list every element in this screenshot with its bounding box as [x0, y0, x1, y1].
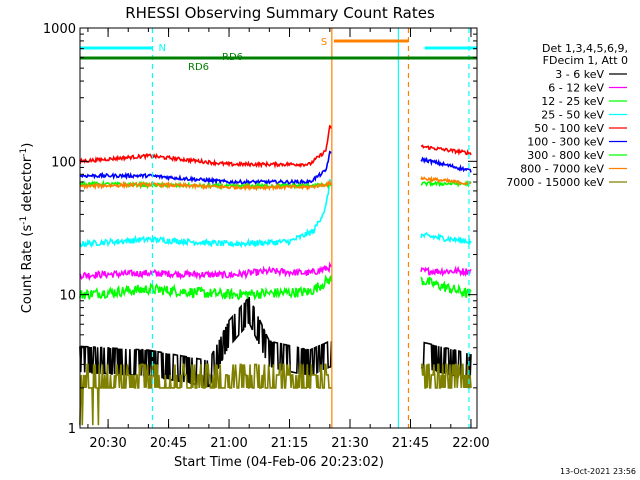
legend-label: 300 - 800 keV — [527, 149, 604, 162]
legend-label: 800 - 7000 keV — [520, 163, 604, 176]
legend-header-line-2: FDecim 1, Att 0 — [543, 54, 628, 67]
flag-label-rd6: RD6 — [222, 52, 243, 63]
tick-layer: 1 10 100 1000 20:30 20:45 21:00 21:15 21:30 21:45… — [43, 22, 490, 451]
marker-layer — [151, 28, 470, 428]
legend-label: 25 - 50 keV — [541, 109, 604, 122]
x-tick-label: 21:45 — [392, 436, 429, 451]
legend-label: 100 - 300 keV — [527, 136, 604, 149]
legend-label: 12 - 25 keV — [541, 95, 604, 108]
timestamp: 13-Oct-2021 23:56 — [560, 467, 636, 476]
series-12-25-kev — [79, 274, 472, 301]
x-tick-label: 20:45 — [150, 436, 187, 451]
plot-frame — [79, 27, 478, 429]
chart-title: RHESSI Observing Summary Count Rates — [125, 4, 435, 22]
y-axis-label: Count Rate (s-1 detector-1) — [19, 143, 35, 314]
legend: Det 1,3,4,5,6,9, FDecim 1, Att 0 3 - 6 k… — [506, 42, 628, 189]
series-line — [79, 261, 472, 282]
legend-label: 6 - 12 keV — [548, 82, 604, 95]
flag-label-s: S — [321, 37, 327, 48]
series-line — [79, 150, 472, 187]
series-line — [79, 363, 472, 426]
legend-label: 7000 - 15000 keV — [506, 176, 604, 189]
y-tick-label: 100 — [51, 155, 76, 170]
series-line — [79, 274, 472, 301]
series-6-12-kev — [79, 261, 472, 282]
legend-header-line-1: Det 1,3,4,5,6,9, — [542, 42, 628, 55]
x-tick-label: 22:00 — [452, 436, 489, 451]
y-tick-label: 10 — [59, 289, 76, 304]
series-100-300-kev — [79, 150, 472, 187]
flag-layer: N S RD6 RD6 — [80, 37, 477, 73]
series-800-7000-kev — [79, 175, 472, 192]
y-tick-label: 1000 — [43, 22, 76, 37]
x-tick-label: 21:00 — [210, 436, 247, 451]
y-tick-label: 1 — [68, 422, 76, 437]
series-layer — [79, 124, 472, 426]
x-axis-label: Start Time (04-Feb-06 20:23:02) — [174, 455, 384, 470]
x-tick-label: 20:30 — [89, 436, 126, 451]
x-tick-label: 21:30 — [331, 436, 368, 451]
legend-label: 50 - 100 keV — [534, 122, 604, 135]
series-line — [79, 175, 472, 192]
series-line — [79, 124, 472, 170]
series-line — [79, 179, 472, 249]
series-25-50-kev — [79, 179, 472, 249]
legend-label: 3 - 6 keV — [555, 68, 604, 81]
series-50-100-kev — [79, 124, 472, 170]
series-7000-15000-kev — [79, 363, 472, 426]
flag-label-n: N — [158, 43, 165, 54]
flag-label-rd6: RD6 — [188, 62, 209, 73]
x-tick-label: 21:15 — [271, 436, 308, 451]
